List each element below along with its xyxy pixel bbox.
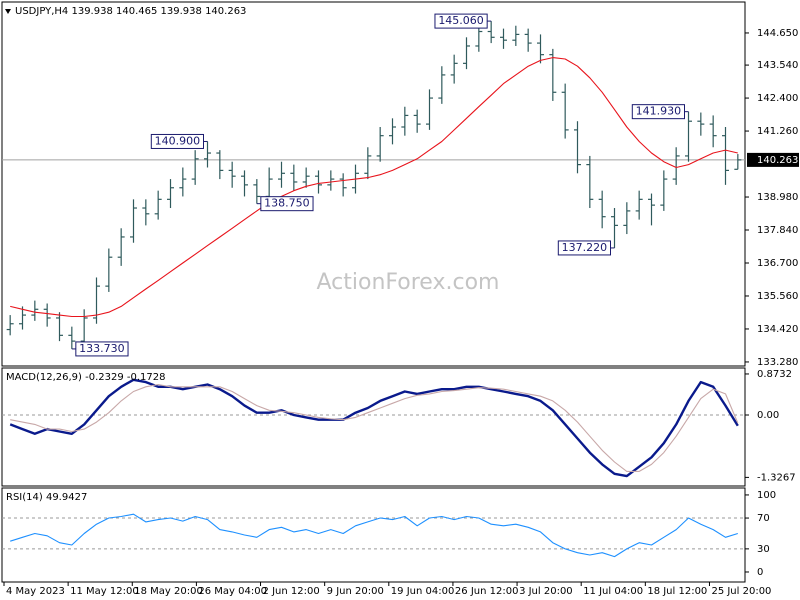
annotation: 133.730 bbox=[79, 342, 125, 355]
y-tick-label: 138.980 bbox=[757, 192, 798, 203]
y-tick-label: 30 bbox=[757, 544, 770, 555]
panel-title: MACD(12,26,9) -0.2329 -0.1728 bbox=[6, 372, 166, 383]
annotation-box bbox=[150, 133, 205, 149]
x-tick-label: 2 Jun 12:00 bbox=[263, 586, 320, 597]
annotation-box bbox=[260, 196, 314, 212]
annotation-box bbox=[631, 104, 685, 120]
annotation: 137.220 bbox=[562, 241, 608, 254]
series-line bbox=[10, 57, 738, 318]
annotation: 145.060 bbox=[438, 14, 484, 27]
x-tick-label: 19 Jun 04:00 bbox=[391, 586, 455, 597]
y-tick-label: 143.540 bbox=[757, 60, 798, 71]
y-tick-label: 136.700 bbox=[757, 258, 798, 269]
y-tick-label: 137.840 bbox=[757, 225, 798, 236]
x-tick-label: 4 May 2023 bbox=[6, 586, 65, 597]
y-tick-label: -1.3267 bbox=[757, 472, 796, 483]
y-tick-label: 133.280 bbox=[757, 357, 798, 368]
symbol-icon bbox=[5, 9, 11, 14]
y-tick-label: 142.400 bbox=[757, 93, 798, 104]
y-tick-label: 70 bbox=[757, 513, 770, 524]
series-line bbox=[10, 513, 738, 558]
last-price-box bbox=[747, 152, 799, 167]
x-tick-label: 3 Jul 20:00 bbox=[519, 586, 573, 597]
x-tick-label: 11 Jul 04:00 bbox=[583, 586, 643, 597]
x-tick-label: 18 Jul 12:00 bbox=[647, 586, 707, 597]
annotation: 138.750 bbox=[264, 197, 310, 210]
x-tick-label: 9 Jun 20:00 bbox=[327, 586, 384, 597]
x-tick-label: 26 Jun 12:00 bbox=[455, 586, 519, 597]
panel-frame bbox=[1, 367, 746, 487]
x-tick-label: 18 May 20:00 bbox=[134, 586, 203, 597]
annotation-box bbox=[557, 240, 611, 256]
watermark: ActionForex.com bbox=[317, 270, 500, 295]
y-tick-label: 100 bbox=[757, 490, 776, 501]
y-tick-label: 0 bbox=[757, 567, 763, 578]
annotation-box bbox=[75, 341, 129, 357]
y-tick-label: 135.560 bbox=[757, 291, 798, 302]
panel-title: RSI(14) 49.9427 bbox=[6, 492, 87, 503]
panel-title: USDJPY,H4 139.938 140.465 139.938 140.26… bbox=[15, 6, 246, 17]
y-tick-label: 0.00 bbox=[757, 410, 779, 421]
series-line bbox=[9, 378, 739, 478]
x-tick-label: 26 May 04:00 bbox=[198, 586, 267, 597]
annotation: 140.900 bbox=[155, 134, 201, 147]
panel-frame bbox=[1, 487, 746, 583]
y-tick-label: 134.420 bbox=[757, 324, 798, 335]
annotation: 141.930 bbox=[636, 105, 682, 118]
x-tick-label: 25 Jul 20:00 bbox=[711, 586, 771, 597]
last-price-label: 140.263 bbox=[757, 155, 798, 166]
series-line bbox=[10, 383, 739, 472]
y-tick-label: 0.8732 bbox=[757, 369, 792, 380]
panel-frame bbox=[1, 1, 746, 367]
y-tick-label: 141.260 bbox=[757, 126, 798, 137]
annotation-box bbox=[434, 13, 488, 29]
x-tick-label: 11 May 12:00 bbox=[70, 586, 139, 597]
y-tick-label: 144.650 bbox=[757, 28, 798, 39]
